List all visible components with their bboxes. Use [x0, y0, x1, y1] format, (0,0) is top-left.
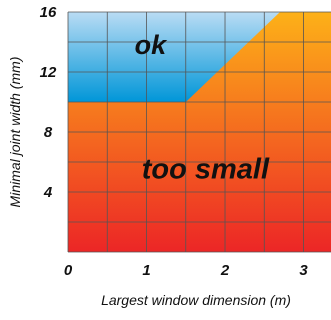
y-axis-title: Minimal joint width (mm): [7, 57, 23, 208]
x-tick-label: 0: [64, 262, 73, 279]
x-tick-label: 2: [220, 262, 230, 279]
y-tick-label: 4: [43, 184, 53, 201]
y-tick-label: 12: [40, 64, 57, 81]
x-tick-label: 1: [142, 262, 150, 279]
x-tick-label: 3: [299, 262, 308, 279]
x-axis-title: Largest window dimension (m): [101, 292, 291, 308]
y-tick-label: 16: [40, 4, 57, 21]
y-tick-label: 8: [44, 124, 53, 141]
region-label-ok: ok: [135, 30, 168, 60]
region-label-too-small: too small: [142, 154, 270, 186]
grid: [67, 11, 331, 253]
region-ok: [68, 12, 280, 102]
